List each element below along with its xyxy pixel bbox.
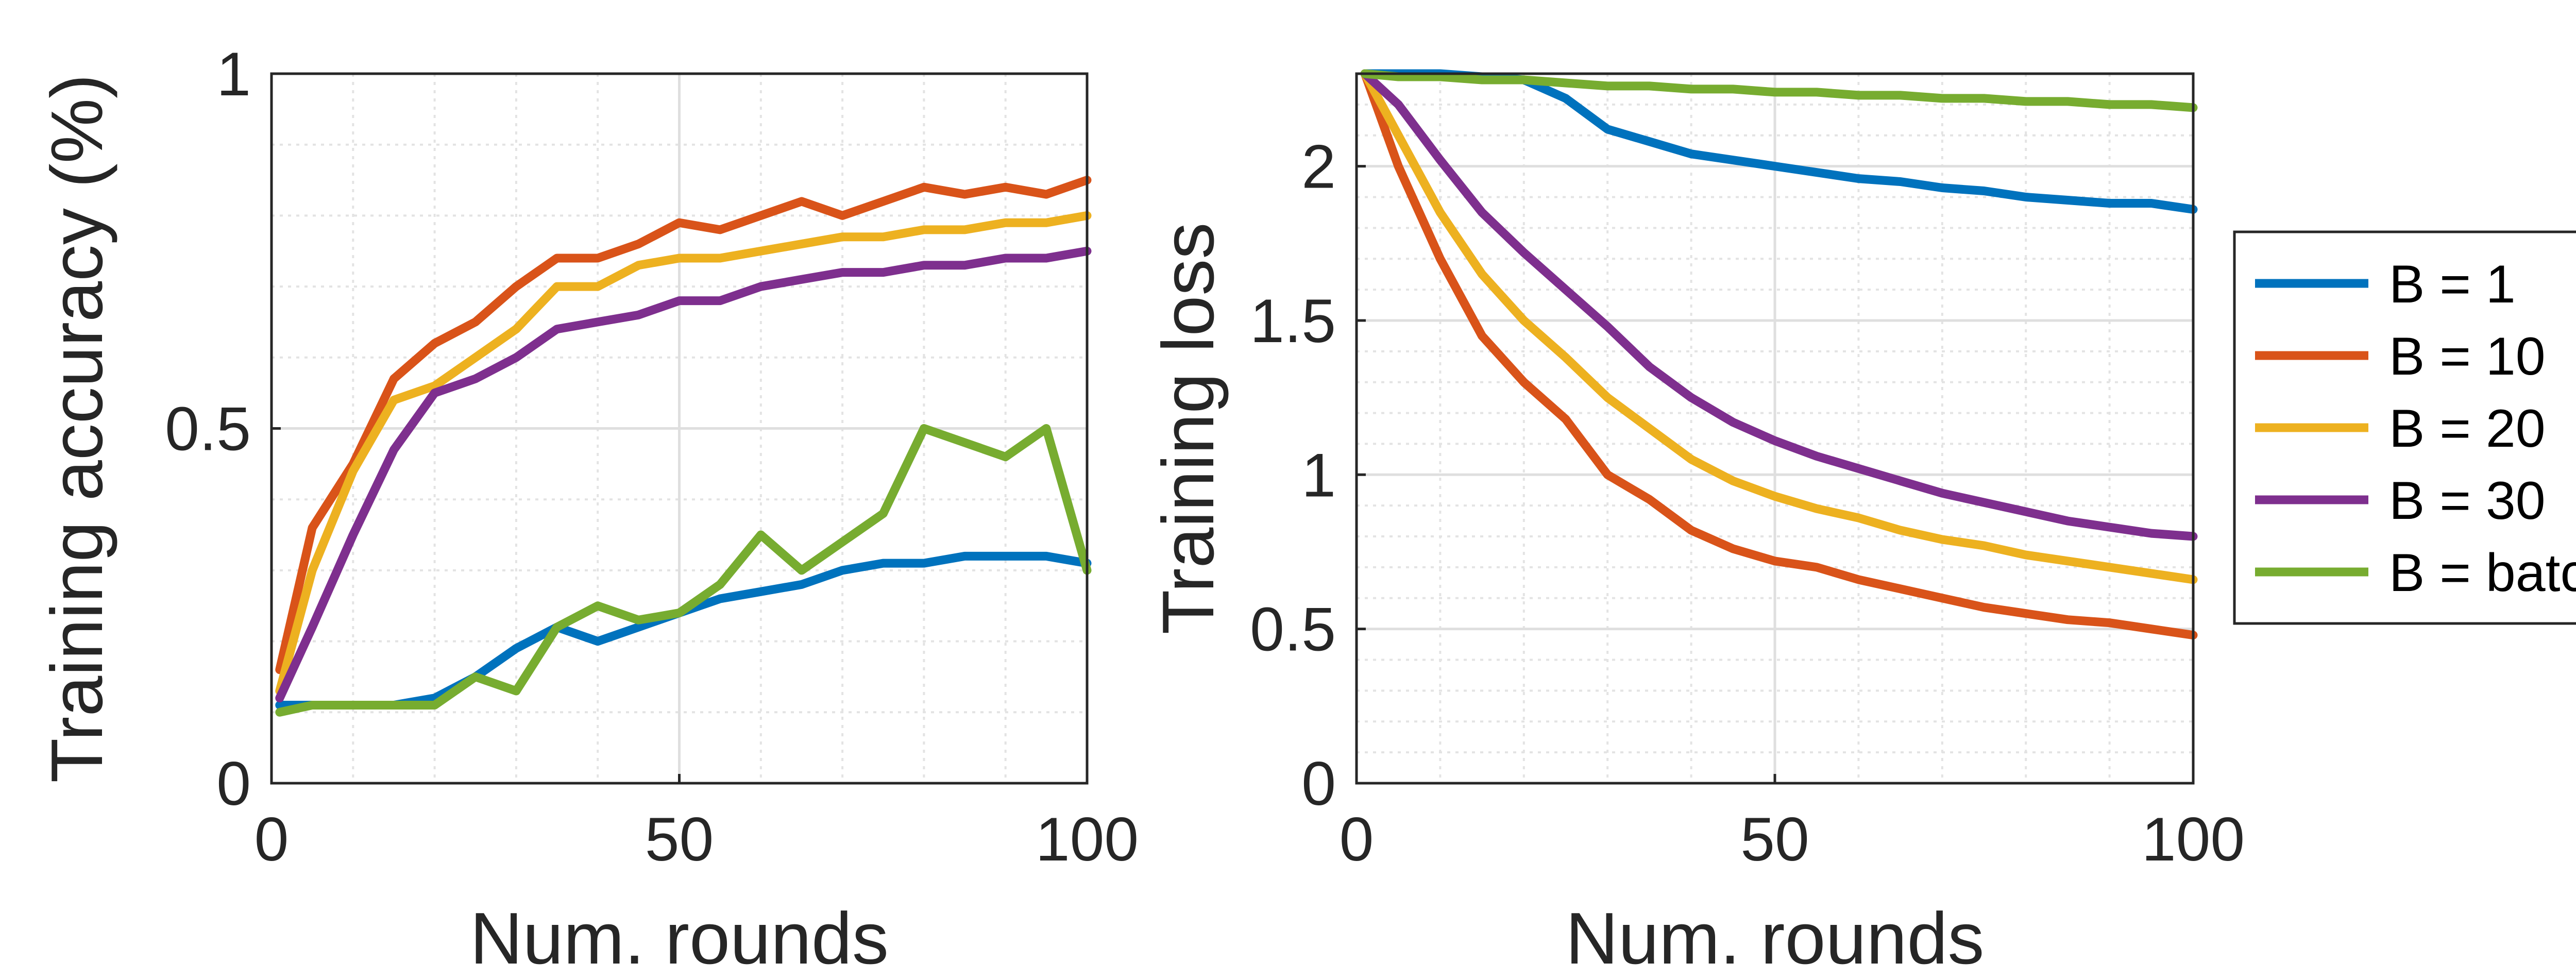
series-line-4 <box>275 246 1092 703</box>
y-tick-label: 0 <box>1301 749 1336 818</box>
x-axis-label: Num. rounds <box>470 898 889 979</box>
y-tick-label: 2 <box>1301 132 1336 201</box>
x-axis-label: Num. rounds <box>1566 898 1985 979</box>
legend: B = 1 B = 10 B = 20 B = 30 B = batch <box>2233 230 2576 625</box>
y-tick-label: 1 <box>1301 441 1336 510</box>
series-line-5 <box>275 424 1092 717</box>
x-tick-label: 100 <box>2142 805 2245 874</box>
y-axis-label: Training loss <box>1147 223 1229 635</box>
x-tick-label: 0 <box>255 805 289 874</box>
legend-label-4: B = 30 <box>2389 471 2546 531</box>
series-line-2 <box>1360 69 2198 640</box>
y-tick-label: 0.5 <box>1250 595 1336 664</box>
x-tick-label: 100 <box>1036 805 1139 874</box>
legend-label-5: B = batch <box>2389 543 2576 603</box>
series-line-2 <box>275 176 1092 674</box>
x-tick-label: 0 <box>1340 805 1374 874</box>
panel-1: 0 50 100 0 0.5 1 Num. rounds Training accuracy … <box>36 40 1139 979</box>
series-group <box>275 176 1092 717</box>
y-tick-label: 0 <box>216 749 251 818</box>
y-tick-label: 0.5 <box>165 395 251 464</box>
x-tick-label: 50 <box>1740 805 1809 874</box>
y-axis-label: Training accuracy (%) <box>36 74 118 783</box>
panel-2: 0 50 100 0 0.5 1 1.5 2 Num. rounds Training loss <box>1147 69 2245 979</box>
legend-label-2: B = 10 <box>2389 327 2546 386</box>
y-tick-label: 1.5 <box>1250 286 1336 356</box>
legend-label-1: B = 1 <box>2389 255 2516 314</box>
series-line-3 <box>1360 69 2198 584</box>
series-group <box>1360 69 2198 640</box>
legend-label-3: B = 20 <box>2389 399 2546 459</box>
series-line-4 <box>1360 69 2198 541</box>
y-tick-label: 1 <box>216 40 251 109</box>
x-tick-label: 50 <box>645 805 714 874</box>
series-line-5 <box>1360 69 2198 112</box>
series-line-3 <box>275 211 1092 696</box>
